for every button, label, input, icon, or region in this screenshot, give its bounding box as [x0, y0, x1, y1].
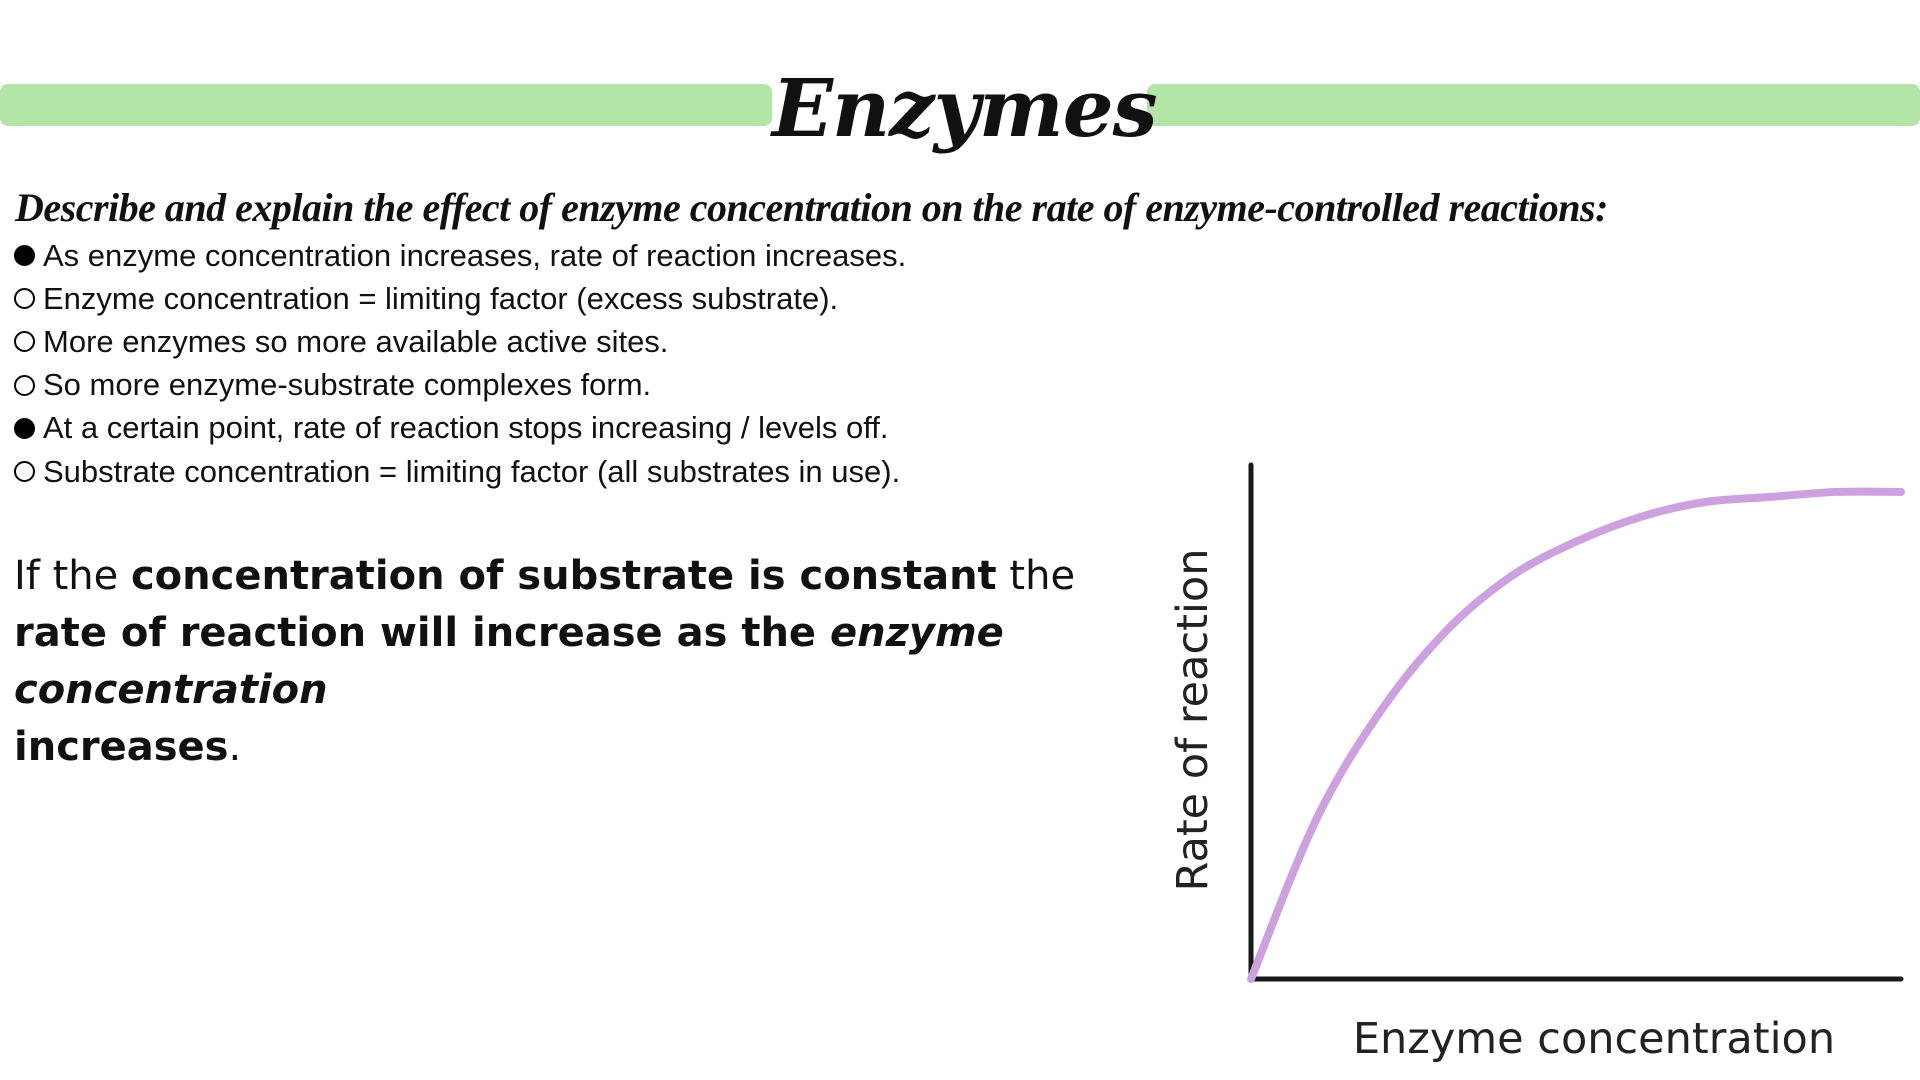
- summary-text: the: [996, 553, 1076, 599]
- bullet-list: As enzyme concentration increases, rate …: [14, 234, 906, 493]
- summary-statement: If the concentration of substrate is con…: [14, 548, 1124, 776]
- title-accent-bar-right: [1147, 84, 1920, 126]
- bullet-item: Substrate concentration = limiting facto…: [14, 450, 906, 493]
- bullet-item: As enzyme concentration increases, rate …: [14, 234, 906, 277]
- bullet-dot-icon: [14, 288, 35, 310]
- bullet-text: As enzyme concentration increases, rate …: [43, 237, 907, 273]
- summary-bold-text: concentration of substrate is constant: [130, 553, 997, 599]
- bullet-dot-icon: [14, 461, 35, 483]
- summary-text: .: [228, 724, 242, 770]
- bullet-item: Enzyme concentration = limiting factor (…: [14, 277, 906, 320]
- series-line: [1247, 487, 1905, 983]
- bullet-item: More enzymes so more available active si…: [14, 320, 906, 363]
- summary-bold-text: increases: [14, 724, 229, 770]
- y-axis-label: Rate of reaction: [1168, 549, 1218, 892]
- bullet-dot-icon: [14, 245, 35, 267]
- summary-text: If the: [14, 553, 131, 599]
- bullet-dot-icon: [14, 331, 35, 353]
- bullet-text: At a certain point, rate of reaction sto…: [43, 410, 889, 446]
- bullet-item: So more enzyme-substrate complexes form.: [14, 364, 906, 407]
- bullet-text: So more enzyme-substrate complexes form.: [43, 367, 652, 403]
- page-title: Enzymes: [772, 61, 1158, 155]
- bullet-text: More enzymes so more available active si…: [43, 323, 669, 359]
- x-axis-label: Enzyme concentration: [1353, 1014, 1835, 1064]
- question-heading: Describe and explain the effect of enzym…: [15, 185, 1608, 230]
- bullet-dot-icon: [14, 417, 35, 439]
- bullet-item: At a certain point, rate of reaction sto…: [14, 407, 906, 450]
- bullet-text: Enzyme concentration = limiting factor (…: [43, 280, 839, 316]
- bullet-text: Substrate concentration = limiting facto…: [43, 453, 901, 489]
- summary-bold-italic-text: enzyme concentration: [14, 610, 1004, 713]
- bullet-dot-icon: [14, 374, 35, 396]
- title-accent-bar-left: [0, 84, 772, 126]
- summary-bold-text: rate of reaction will increase as the: [14, 610, 830, 656]
